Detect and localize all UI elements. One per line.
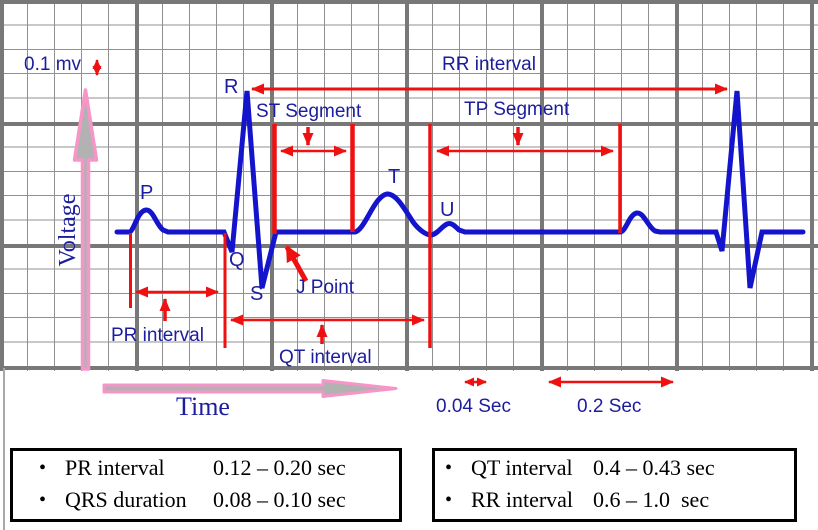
r-wave-label: R (224, 76, 239, 98)
time-axis-arrow (102, 379, 398, 398)
interval-range: 0.08 – 0.10 sec (213, 487, 346, 512)
interval-annotations (92, 59, 728, 388)
interval-name: PR interval (65, 455, 165, 480)
small-square-time-label: 0.04 Sec (436, 396, 511, 417)
rr-interval-label: RR interval (442, 54, 536, 75)
interval-range: 0.6 – 1.0 sec (593, 487, 710, 512)
interval-name: QRS duration (65, 487, 187, 512)
tp-segment-label: TP Segment (464, 99, 570, 120)
list-item: • QRS duration 0.08 – 0.10 sec (13, 485, 399, 515)
bullet-icon: • (39, 488, 47, 511)
qt-interval-label: QT interval (279, 347, 372, 368)
interval-range: 0.12 – 0.20 sec (213, 455, 346, 480)
p-wave-label: P (140, 182, 154, 204)
normal-values-box-right: • QT interval 0.4 – 0.43 sec • RR interv… (432, 448, 797, 522)
q-wave-label: Q (229, 249, 245, 271)
bullet-icon: • (39, 456, 47, 479)
t-wave-label: T (388, 166, 401, 188)
list-item: • QT interval 0.4 – 0.43 sec (435, 453, 794, 483)
ecg-grid-paper (0, 0, 818, 371)
large-square-time-label: 0.2 Sec (577, 396, 642, 417)
list-item: • RR interval 0.6 – 1.0 sec (435, 485, 794, 515)
voltage-scale-label: 0.1 mv (24, 54, 82, 75)
axis-arrows (72, 88, 398, 398)
left-border-line (3, 368, 5, 530)
voltage-axis-arrow (72, 88, 99, 371)
interval-name: RR interval (471, 487, 574, 512)
ecg-waveform (114, 90, 806, 289)
time-axis-label: Time (176, 392, 230, 421)
list-item: • PR interval 0.12 – 0.20 sec (13, 453, 399, 483)
st-segment-label: ST Segment (256, 101, 362, 122)
interval-name: QT interval (471, 455, 573, 480)
s-wave-label: S (250, 283, 264, 305)
bullet-icon: • (445, 488, 453, 511)
j-point-pointer (284, 245, 309, 283)
voltage-axis-label: Voltage (55, 193, 81, 267)
u-wave-label: U (440, 199, 455, 221)
j-point-label: J Point (296, 277, 355, 298)
interval-range: 0.4 – 0.43 sec (593, 455, 715, 480)
bullet-icon: • (445, 456, 453, 479)
pr-interval-label: PR interval (111, 325, 204, 346)
normal-values-box-left: • PR interval 0.12 – 0.20 sec • QRS dura… (10, 448, 402, 522)
